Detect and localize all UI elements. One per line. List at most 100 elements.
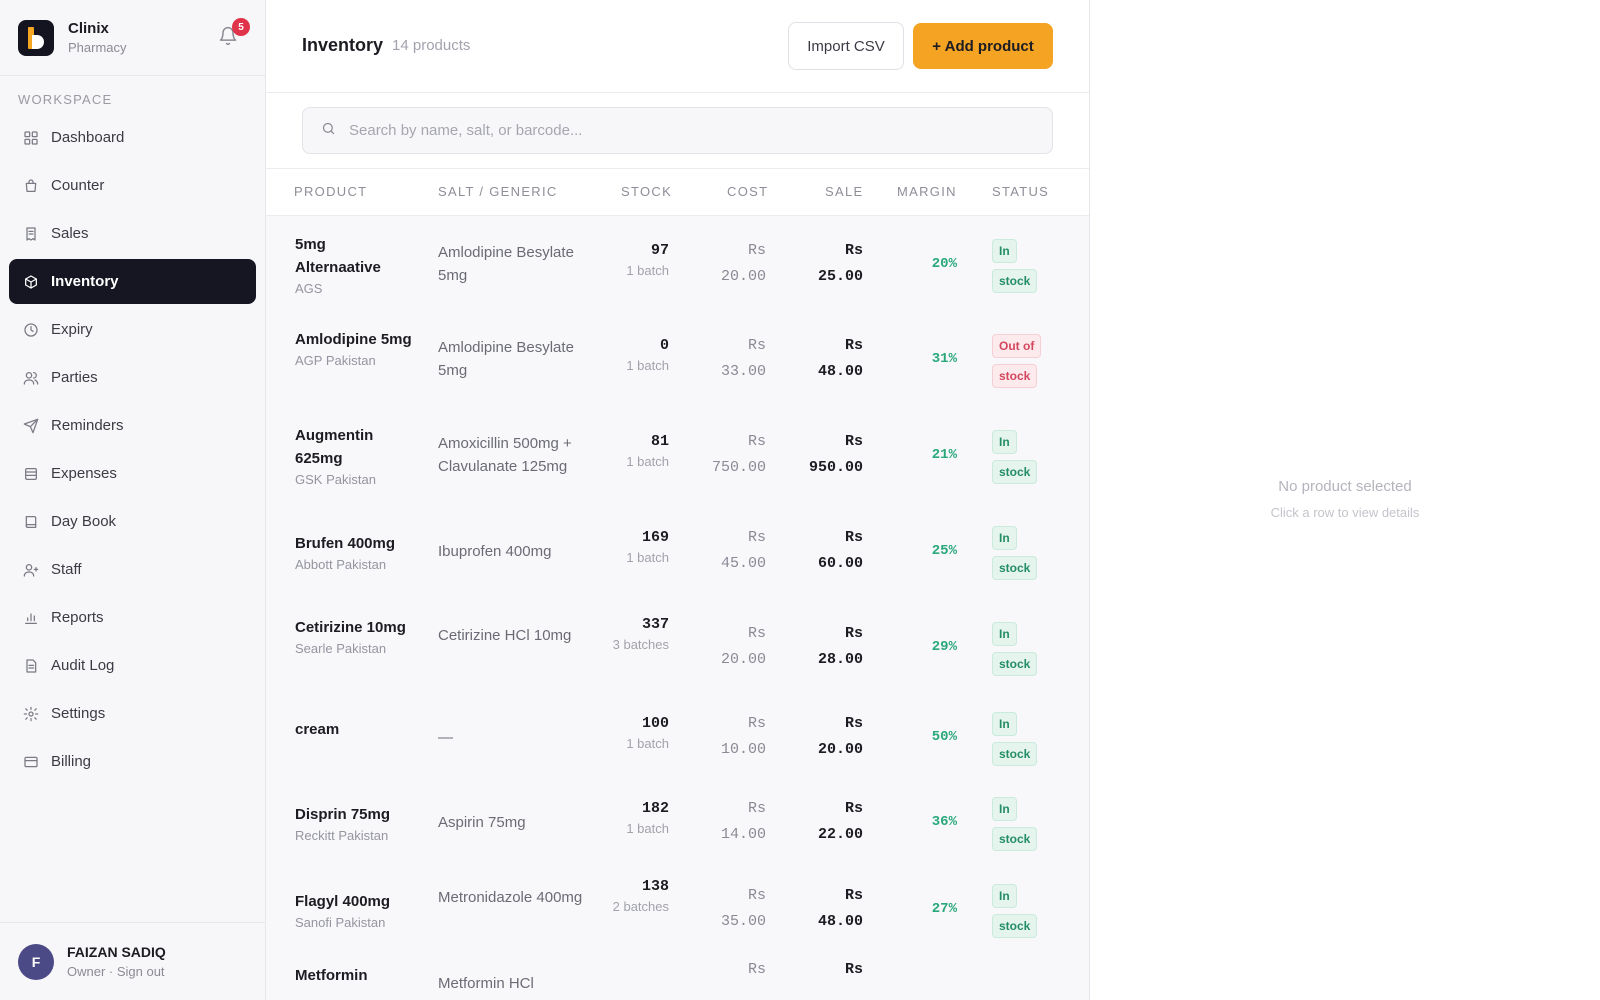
salt-generic: Metformin HCl	[438, 975, 534, 992]
sidebar-item-staff[interactable]: Staff	[9, 547, 256, 592]
sidebar-item-inventory[interactable]: Inventory	[9, 259, 256, 304]
salt-generic: Cetirizine HCl 10mg	[438, 627, 572, 644]
table-row[interactable]: Augmentin 625mg GSK Pakistan Amoxicillin 5…	[266, 407, 1089, 503]
sidebar-item-label: Reminders	[51, 417, 124, 434]
sidebar-item-label: Day Book	[51, 513, 117, 530]
sidebar-item-expenses[interactable]: Expenses	[9, 451, 256, 496]
status-line-2: stock	[992, 556, 1038, 580]
sidebar-item-billing[interactable]: Billing	[9, 739, 256, 784]
product-manufacturer: Sanofi Pakistan	[295, 915, 386, 930]
status-line-1: In	[992, 622, 1017, 646]
status-badge: In stock	[992, 238, 1038, 294]
sidebar-item-audit-log[interactable]: Audit Log	[9, 643, 256, 688]
cost-price: Rs 45.00	[720, 529, 766, 572]
sidebar-item-parties[interactable]: Parties	[9, 355, 256, 400]
sidebar-section-label: WORKSPACE	[18, 92, 113, 107]
product-name: 5mg Alternaative	[295, 236, 381, 276]
sidebar-item-reports[interactable]: Reports	[9, 595, 256, 640]
sale-price: Rs 28.00	[817, 625, 863, 668]
product-table-body: 5mg Alternaative AGS Amlodipine Besylate 5…	[266, 216, 1089, 1000]
table-row[interactable]: 5mg Alternaative AGS Amlodipine Besylate 5…	[266, 216, 1089, 311]
status-badge: Out of stock	[992, 333, 1042, 389]
col-margin[interactable]: MARGIN	[897, 184, 957, 199]
receipt-icon	[23, 226, 39, 242]
col-status[interactable]: STATUS	[992, 184, 1050, 199]
gear-icon	[23, 706, 39, 722]
bar-chart-icon	[23, 610, 39, 626]
sale-price: Rs 20.00	[817, 715, 863, 758]
sale-price: Rs 25.00	[817, 242, 863, 285]
sidebar-item-label: Expenses	[51, 465, 117, 482]
sidebar-item-label: Counter	[51, 177, 105, 194]
cost-price: Rs 33.00	[720, 337, 766, 380]
sidebar-item-settings[interactable]: Settings	[9, 691, 256, 736]
cost-price: Rs 750.00	[711, 433, 766, 476]
cost-price: Rs 10.00	[720, 715, 766, 758]
sale-price: Rs 48.00	[817, 337, 863, 380]
sidebar-item-reminders[interactable]: Reminders	[9, 403, 256, 448]
salt-generic: —	[438, 729, 453, 746]
margin-percent: 31%	[931, 351, 957, 367]
sidebar-item-label: Parties	[51, 369, 98, 386]
sidebar-item-expiry[interactable]: Expiry	[9, 307, 256, 352]
margin-percent: 36%	[931, 814, 957, 830]
stock-quantity: 0	[659, 337, 669, 354]
search-box[interactable]	[302, 107, 1053, 154]
sidebar-item-sales[interactable]: Sales	[9, 211, 256, 256]
table-row[interactable]: Cetirizine 10mg Searle Pakistan Cetirizine…	[266, 599, 1089, 694]
sidebar-item-label: Expiry	[51, 321, 93, 338]
search-input[interactable]	[349, 122, 1029, 139]
margin-percent: 25%	[931, 543, 957, 559]
sale-price: Rs 950.00	[808, 433, 863, 476]
grid-icon	[23, 130, 39, 146]
product-manufacturer: AGS	[295, 281, 323, 296]
sidebar-item-day-book[interactable]: Day Book	[9, 499, 256, 544]
search-bar	[266, 93, 1089, 169]
table-row[interactable]: Metformin Metformin HCl Rs Rs	[266, 953, 1089, 1000]
stock-quantity: 182	[641, 800, 669, 817]
document-icon	[23, 658, 39, 674]
sidebar-item-dashboard[interactable]: Dashboard	[9, 115, 256, 160]
cost-price: Rs 14.00	[720, 800, 766, 843]
table-row[interactable]: cream — 100 1 batch Rs 10.00 Rs 20.00 50% In stock	[266, 694, 1089, 780]
stock-quantity: 97	[650, 242, 669, 259]
cost-price: Rs 20.00	[720, 625, 766, 668]
sidebar-item-label: Inventory	[51, 273, 119, 290]
table-row[interactable]: Amlodipine 5mg AGP Pakistan Amlodipine Bes…	[266, 311, 1089, 407]
status-badge: In stock	[992, 525, 1038, 581]
batch-count: 1 batch	[626, 550, 669, 565]
sidebar-nav: Dashboard Counter Sales Inventory Expiry Part…	[0, 115, 265, 784]
margin-percent: 50%	[931, 729, 957, 745]
import-csv-button[interactable]: Import CSV	[788, 22, 904, 70]
col-product[interactable]: PRODUCT	[294, 184, 368, 199]
table-row[interactable]: Brufen 400mg Abbott Pakistan Ibuprofen 400…	[266, 503, 1089, 599]
card-icon	[23, 754, 39, 770]
wallet-icon	[23, 466, 39, 482]
bag-icon	[23, 178, 39, 194]
search-icon	[321, 121, 336, 141]
stock-quantity: 100	[641, 715, 669, 732]
col-stock[interactable]: STOCK	[621, 184, 673, 199]
brand-name: Clinix	[68, 20, 109, 37]
col-salt[interactable]: SALT / GENERIC	[438, 184, 558, 199]
avatar[interactable]: F	[18, 943, 54, 980]
salt-generic: Metronidazole 400mg	[438, 889, 583, 906]
product-manufacturer: Reckitt Pakistan	[295, 828, 389, 843]
col-cost[interactable]: COST	[727, 184, 769, 199]
sale-price: Rs 22.00	[817, 800, 863, 843]
sidebar-item-counter[interactable]: Counter	[9, 163, 256, 208]
sidebar-item-label: Billing	[51, 753, 92, 770]
add-product-button[interactable]: + Add product	[913, 23, 1053, 69]
status-line-1: In	[992, 239, 1017, 263]
user-role-signout[interactable]: Owner · Sign out	[67, 964, 165, 979]
table-row[interactable]: Flagyl 400mg Sanofi Pakistan Metronidazole…	[266, 864, 1089, 953]
notifications-bell-icon[interactable]	[218, 26, 242, 50]
product-manufacturer: Abbott Pakistan	[295, 557, 387, 572]
col-sale[interactable]: SALE	[825, 184, 864, 199]
margin-percent: 27%	[931, 901, 957, 917]
table-row[interactable]: Disprin 75mg Reckitt Pakistan Aspirin 75mg…	[266, 780, 1089, 864]
batch-count: 3 batches	[612, 637, 669, 652]
status-line-2: stock	[992, 914, 1038, 938]
product-name: Amlodipine 5mg	[295, 331, 412, 348]
box-icon	[23, 274, 39, 290]
